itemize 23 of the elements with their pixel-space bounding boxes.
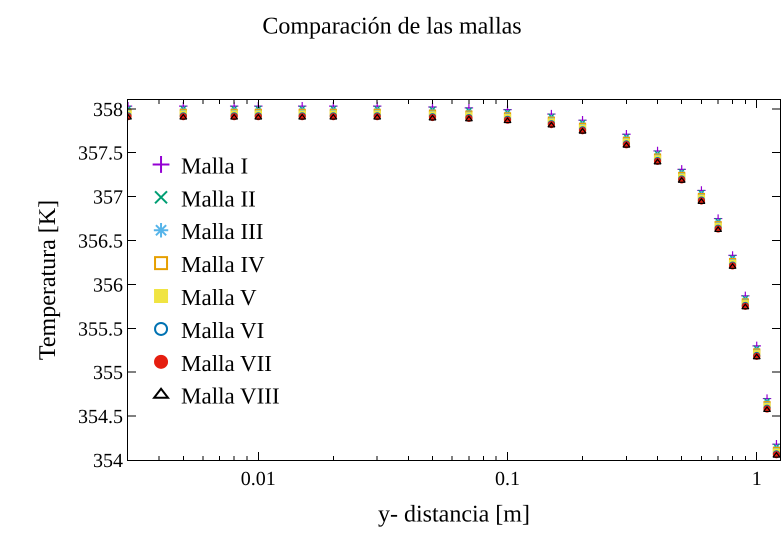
y-tick-label: 357.5 [78,142,123,165]
legend-label: Malla VIII [181,384,280,409]
x-tick-label: 0.01 [240,468,276,490]
y-tick-label: 355 [93,362,123,384]
chart-title: Comparación de las mallas [262,13,522,40]
legend-label: Malla I [181,153,248,178]
y-tick-label: 358 [93,98,123,121]
legend-label: Malla III [181,219,264,244]
y-tick-label: 357 [93,186,123,209]
y-axis-title: Temperatura [K] [35,200,62,360]
x-tick-label: 0.1 [495,468,520,490]
y-tick-label: 356.5 [78,230,123,252]
x-tick-label: 1 [752,468,762,490]
y-tick-label: 355.5 [78,318,123,340]
legend-label: Malla IV [181,252,266,278]
legend-label: Malla II [181,186,256,212]
y-tick-label: 354.5 [78,406,123,428]
legend-label: Malla V [181,285,258,310]
y-tick-label: 356 [93,274,123,296]
x-axis-title: y- distancia [m] [378,501,530,528]
legend-label: Malla VII [181,350,272,376]
legend-label: Malla VI [181,318,264,343]
y-tick-label: 354 [93,450,123,472]
